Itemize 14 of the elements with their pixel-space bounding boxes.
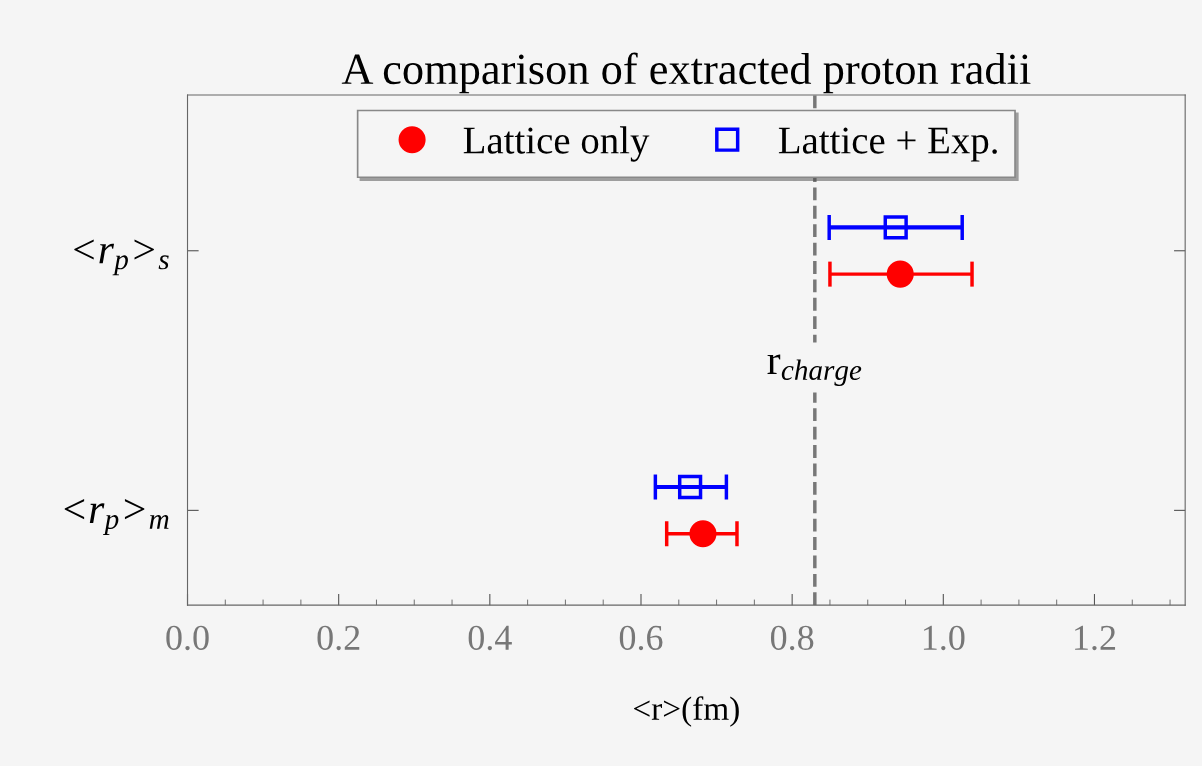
x-tick-label: 0.0 [166, 625, 209, 651]
y-tick-label: <r$_{p}$>$_{m}$ [64, 499, 169, 535]
x-tick-label: 0.8 [770, 625, 814, 651]
x-tick-label: 1.0 [923, 625, 965, 651]
ref-line-label: r$_{charge}$ [767, 354, 862, 386]
x-tick-label: 1.2 [1075, 625, 1116, 651]
x-axis-title: <r>(fm) [634, 696, 739, 727]
x-tick-label: 0.6 [619, 625, 663, 651]
legend-label: Lattice + Exp. [778, 127, 997, 162]
y-tick-label: <r$_{p}$>$_{s}$ [74, 239, 169, 276]
chart-title: A comparison of extracted proton radii [341, 52, 1031, 94]
x-tick-label: 0.2 [317, 625, 360, 651]
legend-label: Lattice only [463, 126, 650, 162]
x-tick-label: 0.4 [468, 625, 512, 651]
